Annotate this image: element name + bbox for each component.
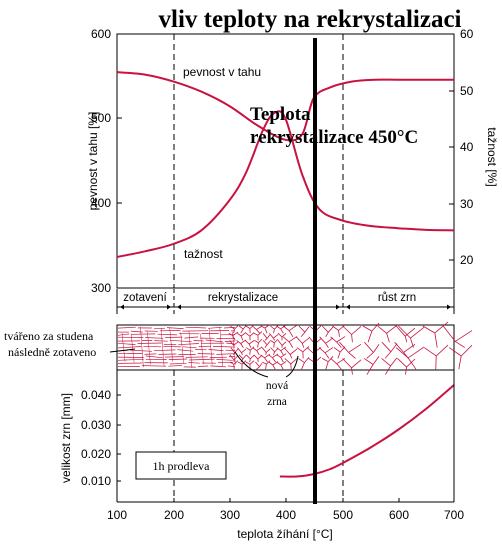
top-plot-frame [116, 33, 455, 289]
right-tick-40: 40 [460, 140, 474, 154]
chart-title: vliv teploty na rekrystalizaci [159, 6, 462, 33]
stage-rekrystalizace: rekrystalizace [208, 292, 278, 304]
strength-curve [116, 71, 455, 142]
x-tick-200: 200 [164, 508, 184, 522]
top-tick-marks [117, 33, 454, 261]
ductility-label: tažnost [184, 247, 223, 261]
ductility-curve [116, 110, 455, 258]
new-grains-label-2: zrna [267, 396, 287, 408]
left-tick-300: 300 [91, 281, 111, 295]
right-tick-60: 60 [460, 27, 474, 41]
y-tick-0040: 0.040 [81, 388, 111, 402]
left-axis-title: pevnost v tahu [%] [86, 112, 100, 211]
x-tick-400: 400 [276, 508, 296, 522]
new-grains-label-1: nová [266, 380, 288, 392]
new-grains-arrow-left [234, 351, 269, 378]
right-axis-title: tažnost [%] [485, 127, 499, 186]
x-tick-700: 700 [444, 508, 464, 522]
recrystallization-label-line2: rekrystalizace 450°C [250, 127, 418, 148]
stage-rust-zrn: růst zrn [378, 292, 416, 304]
x-tick-600: 600 [389, 508, 409, 522]
left-tick-500: 500 [91, 111, 111, 125]
right-tick-20: 20 [460, 253, 474, 267]
bottom-tick-marks [117, 394, 400, 502]
recrystallization-label-line1: Teplota [250, 104, 311, 125]
stage-dashed-lines [173, 34, 344, 502]
microstructure-strip [116, 324, 455, 371]
left-tick-600: 600 [91, 27, 111, 41]
micro-label-line2: následně zotaveno [8, 345, 96, 359]
grain-size-curve [279, 384, 455, 478]
right-tick-30: 30 [460, 197, 474, 211]
micro-label-line1: tvářeno za studena [4, 329, 94, 343]
stage-zotaveni: zotavení [123, 292, 167, 304]
strength-label: pevnost v tahu [183, 65, 261, 79]
right-tick-50: 50 [460, 84, 474, 98]
new-grains-arrow-right [285, 355, 299, 378]
note-box [135, 451, 227, 480]
bottom-axis-title: velikost zrn [mm] [59, 393, 73, 483]
y-tick-0030: 0.030 [81, 418, 111, 432]
micro-pointer [109, 348, 136, 353]
x-tick-100: 100 [107, 508, 127, 522]
x-tick-300: 300 [220, 508, 240, 522]
left-tick-400: 400 [91, 196, 111, 210]
x-axis-title: teplota žíhání [°C] [237, 527, 333, 541]
note-text: 1h prodleva [153, 459, 211, 473]
y-tick-0020: 0.020 [81, 447, 111, 461]
x-tick-500: 500 [333, 508, 353, 522]
stage-band [116, 289, 455, 314]
y-tick-0010: 0.010 [81, 474, 111, 488]
curve-layer [116, 71, 455, 478]
